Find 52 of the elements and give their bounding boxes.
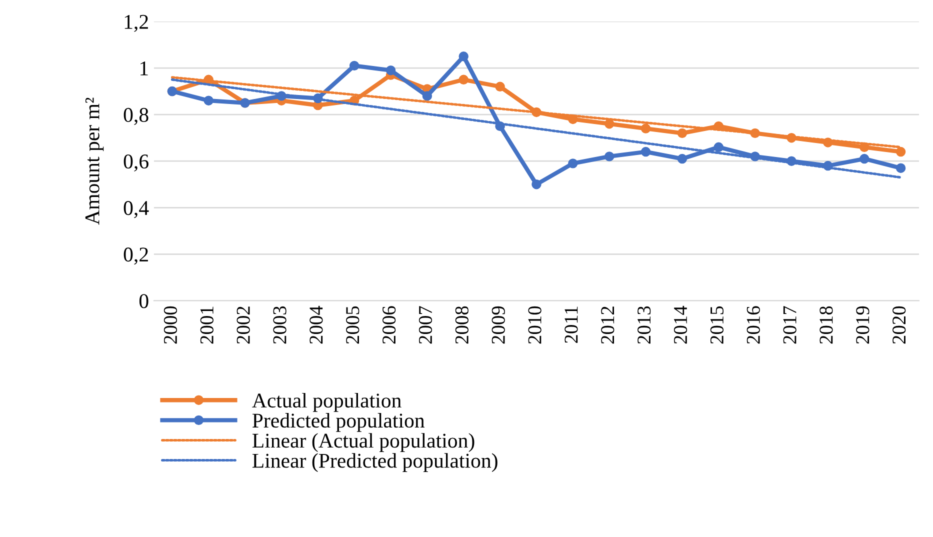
y-tick-label: 0,4	[124, 201, 149, 218]
point	[495, 82, 505, 92]
x-tick-label: 2003	[273, 306, 286, 344]
point	[532, 180, 542, 190]
point	[349, 60, 360, 71]
x-tick-label: 2011	[564, 306, 578, 343]
x-tick-label: 2001	[200, 306, 214, 344]
x-tick-label: 2019	[856, 306, 870, 344]
x-tick-label: 2007	[418, 306, 432, 344]
legend-label: Predicted population	[252, 413, 425, 432]
x-tick-label: 2010	[528, 306, 542, 344]
x-tick-label: 2000	[164, 306, 178, 344]
y-tick-label: 0,8	[124, 108, 148, 125]
y-tick-label: 1,2	[124, 14, 148, 32]
x-tick-label: 2002	[236, 306, 250, 344]
point	[640, 124, 651, 134]
point	[714, 142, 724, 152]
point	[458, 52, 468, 62]
x-tick-label: 2015	[710, 306, 724, 344]
point	[859, 154, 870, 164]
point	[896, 163, 906, 173]
point	[677, 154, 688, 164]
point	[604, 152, 614, 162]
x-tick-label: 2006	[382, 306, 396, 344]
point	[568, 158, 578, 168]
point	[896, 146, 906, 157]
legend-label: Linear (Actual population)	[252, 433, 474, 452]
y-tick-label: 0,6	[124, 154, 148, 172]
x-tick-label: 2008	[455, 306, 468, 344]
point	[458, 74, 468, 85]
x-tick-label: 2020	[892, 306, 906, 344]
point	[204, 96, 214, 106]
y-tick-label: 1	[140, 61, 148, 76]
point	[386, 65, 396, 76]
x-tick-label: 2012	[601, 306, 614, 344]
y-tick-label: 0	[139, 294, 148, 308]
x-tick-label: 2005	[346, 306, 360, 344]
point	[677, 128, 688, 138]
x-tick-label: 2014	[674, 306, 688, 344]
x-tick-label: 2009	[492, 306, 505, 344]
x-tick-label: 2016	[746, 306, 760, 344]
point	[604, 119, 614, 129]
y-tick-label: 0,2	[124, 248, 148, 265]
x-tick-label: 2018	[820, 306, 833, 344]
legend-label: Linear (Predicted population)	[252, 453, 498, 472]
y-axis-title: Amount per m²	[85, 98, 104, 225]
x-tick-label: 2004	[310, 306, 323, 344]
x-tick-label: 2013	[638, 306, 651, 344]
x-tick-label: 2017	[783, 306, 796, 344]
point	[640, 146, 651, 157]
legend-label: Actual population	[252, 392, 402, 412]
point	[422, 91, 432, 101]
